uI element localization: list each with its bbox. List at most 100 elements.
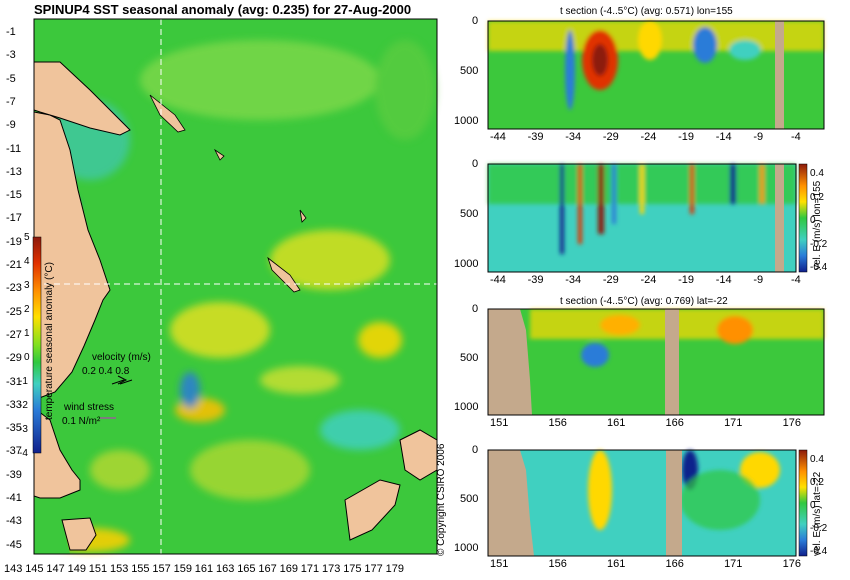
panel-colorbar-tick: -0.2 xyxy=(810,523,828,534)
panel-y-tick: 1000 xyxy=(454,258,479,270)
panel-x-tick: -24 xyxy=(640,274,657,286)
panel-x-tick: 171 xyxy=(724,417,743,429)
panel-colorbar-tick: 0.2 xyxy=(810,191,824,203)
panel-x-tick: -29 xyxy=(602,131,619,143)
vel-colorbar-1 xyxy=(798,163,808,273)
panel-colorbar-tick: 0 xyxy=(810,215,816,226)
panel-x-tick: 151 xyxy=(490,558,509,570)
panel-x-tick: -34 xyxy=(565,131,582,143)
panel-x-tick: 166 xyxy=(665,417,684,429)
panel-colorbar-tick: 0.2 xyxy=(810,477,824,488)
lat-tick-label: -7 xyxy=(6,95,16,108)
lat-tick-label: -13 xyxy=(6,165,22,178)
colorbar-tick-label: 4 xyxy=(24,256,30,267)
panel-colorbar-tick: -0.2 xyxy=(810,238,828,250)
panel-colorbar-tick: 0.4 xyxy=(810,454,824,465)
colorbar-tick-label: 1 xyxy=(24,328,30,339)
colorbar-tick-label: -3 xyxy=(19,424,28,435)
panel-x-tick: -9 xyxy=(753,274,764,286)
panel-y-tick: 1000 xyxy=(454,401,479,413)
panel-3-title: t section (-4..5°C) (avg: 0.769) lat=-22 xyxy=(560,296,728,307)
lat-tick-label: -1 xyxy=(6,26,16,38)
panel-y-tick: 500 xyxy=(460,493,479,505)
colorbar-tick-label: 2 xyxy=(24,304,30,315)
panel-x-tick: -34 xyxy=(565,274,582,286)
colorbar-tick-label: -4 xyxy=(19,448,28,459)
panel-1-title: t section (-4..5°C) (avg: 0.571) lon=155 xyxy=(560,6,733,17)
panel-x-tick: -9 xyxy=(753,131,764,143)
panel-colorbar-tick: 0.4 xyxy=(810,168,824,179)
panel-x-tick: 151 xyxy=(490,417,509,429)
lat-tick-label: -31 xyxy=(6,375,22,388)
panel-x-tick: 156 xyxy=(548,558,567,570)
panel-y-tick: 1000 xyxy=(454,115,479,127)
sst-map xyxy=(33,18,438,555)
panel-y-tick: 0 xyxy=(472,158,479,170)
sst-colorbar xyxy=(32,236,42,454)
panel-y-tick: 500 xyxy=(460,65,479,77)
velocity-arrows-icon xyxy=(111,375,133,385)
copyright: © Copyright CSIRO 2006 xyxy=(436,443,447,556)
lon-tick-label: 173 xyxy=(322,563,341,575)
lat-tick-label: -43 xyxy=(6,515,22,528)
lon-tick-label: 163 xyxy=(216,563,235,575)
panel-x-tick: -14 xyxy=(715,274,732,286)
panel-x-tick: 161 xyxy=(607,558,626,570)
panel-x-tick: -44 xyxy=(490,274,506,286)
lat-tick-label: -41 xyxy=(6,492,22,504)
colorbar-tick-label: -1 xyxy=(19,376,28,387)
lon-tick-label: 149 xyxy=(67,563,86,575)
lat-tick-label: -29 xyxy=(6,352,22,365)
colorbar-tick-label: 3 xyxy=(24,280,30,291)
lon-tick-label: 157 xyxy=(152,563,171,575)
lon-tick-label: 161 xyxy=(194,563,214,575)
panel-x-tick: 156 xyxy=(548,417,567,429)
panel-x-tick: -39 xyxy=(527,131,544,143)
panel-x-tick: 171 xyxy=(724,558,743,570)
lat-tick-label: -3 xyxy=(6,49,16,62)
velocity-legend-label: velocity (m/s) xyxy=(92,352,151,363)
lat-tick-label: -17 xyxy=(6,212,22,225)
lon-tick-label: 177 xyxy=(364,563,383,575)
panel-x-tick: -29 xyxy=(602,274,619,286)
velocity-legend-values: 0.2 0.4 0.8 xyxy=(82,366,130,377)
lat-tick-label: -37 xyxy=(6,445,22,458)
lat-tick-label: -19 xyxy=(6,235,22,248)
panel-x-tick: -19 xyxy=(678,274,694,286)
lat-tick-label: -33 xyxy=(6,398,22,411)
panel-y-tick: 0 xyxy=(472,15,479,27)
colorbar-tick-label: 0 xyxy=(24,352,30,363)
panel-colorbar-tick: 0 xyxy=(810,500,816,511)
section-panel-3 xyxy=(487,308,825,416)
lon-tick-label: 147 xyxy=(46,563,65,575)
lat-tick-label: -5 xyxy=(6,72,16,85)
wind-legend-label: wind stress xyxy=(64,402,115,413)
lon-tick-label: 155 xyxy=(131,563,150,575)
panel-x-tick: -14 xyxy=(715,131,732,143)
lat-tick-label: -45 xyxy=(6,538,22,551)
panel-y-tick: 500 xyxy=(460,208,479,220)
lon-tick-label: 165 xyxy=(237,563,256,575)
lat-tick-label: -15 xyxy=(6,189,22,202)
panel-colorbar-tick: -0.4 xyxy=(810,546,828,557)
lat-tick-label: -21 xyxy=(6,259,22,271)
panel-x-tick: -39 xyxy=(527,274,544,286)
panel-x-tick: -4 xyxy=(790,131,801,143)
panel-x-tick: 176 xyxy=(782,417,801,429)
lon-tick-label: 171 xyxy=(300,563,320,575)
vel-colorbar-2 xyxy=(798,449,808,557)
section-panel-4 xyxy=(487,449,808,557)
panel-y-tick: 0 xyxy=(472,303,479,315)
panel-x-tick: -19 xyxy=(678,131,694,143)
lon-tick-label: 175 xyxy=(343,563,362,575)
colorbar-tick-label: -2 xyxy=(19,400,28,411)
lat-tick-label: -25 xyxy=(6,305,22,318)
lon-tick-label: 169 xyxy=(279,563,298,575)
lat-tick-label: -23 xyxy=(6,282,22,295)
panel-x-tick: 176 xyxy=(782,558,801,570)
lon-tick-label: 153 xyxy=(110,563,129,575)
lon-tick-label: 179 xyxy=(385,563,404,575)
panel-colorbar-tick: -0.4 xyxy=(810,262,828,273)
lat-tick-label: -9 xyxy=(6,119,16,132)
